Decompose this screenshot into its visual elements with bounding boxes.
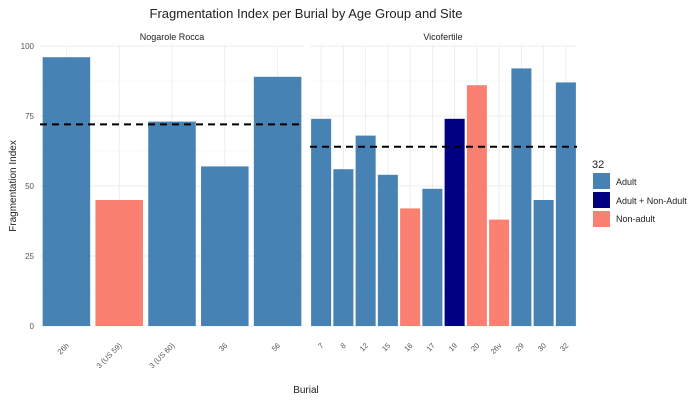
y-tick-label: 75 xyxy=(25,112,34,121)
x-tick-label: 16 xyxy=(402,341,414,353)
x-tick-label: 3 (US 59) xyxy=(95,341,124,370)
bar-group xyxy=(42,57,302,326)
x-tick-label: 20 xyxy=(469,341,481,353)
x-tick-label: 17 xyxy=(425,341,437,353)
x-tick-label: 15 xyxy=(380,341,392,353)
bar-16 xyxy=(400,208,421,326)
panel-label-nogarole-rocca: Nogarole Rocca xyxy=(140,32,205,42)
x-tick-label: 32 xyxy=(558,341,570,353)
x-tick-label: 26h xyxy=(56,341,71,356)
bar-group xyxy=(311,68,576,327)
x-tick-label: 19 xyxy=(447,341,459,353)
legend-label-adult: Adult xyxy=(616,177,637,187)
bar-20 xyxy=(466,85,487,326)
panel-label-vicofertile: Vicofertile xyxy=(423,32,462,42)
bar-30 xyxy=(533,200,554,326)
panel-grid xyxy=(310,45,577,327)
x-tick-label: 8 xyxy=(338,341,347,350)
legend-swatch-adult-non-adult xyxy=(593,192,610,208)
legend-label-non-adult: Non-adult xyxy=(616,214,656,224)
legend: 32 Adult Adult + Non-Adult Non-adult xyxy=(592,159,687,227)
bar-3-us-59 xyxy=(95,200,143,326)
x-tick-label: 30 xyxy=(536,341,548,353)
y-tick-label: 50 xyxy=(25,182,34,191)
x-tick-label: 36 xyxy=(217,341,229,353)
x-axis-label: Burial xyxy=(293,385,319,396)
bar-8 xyxy=(333,169,354,326)
legend-swatch-non-adult xyxy=(593,211,610,227)
bar-56 xyxy=(253,76,302,326)
y-axis-label: Fragmentation Index xyxy=(8,140,19,232)
x-tick-labels: 26h 3 (US 59) 3 (US 60) 36 56 xyxy=(56,341,282,370)
bar-3-us-60 xyxy=(148,121,196,326)
legend-label-adult-non-adult: Adult + Non-Adult xyxy=(616,196,687,206)
bar-19 xyxy=(444,118,465,326)
bar-29 xyxy=(511,68,532,327)
bar-7 xyxy=(311,118,332,326)
x-tick-label: 7 xyxy=(316,341,325,350)
bar-32 xyxy=(555,82,576,327)
chart-title: Fragmentation Index per Burial by Age Gr… xyxy=(150,6,463,21)
x-tick-label: 12 xyxy=(358,341,370,353)
bar-26v xyxy=(489,219,510,326)
bar-12 xyxy=(355,135,376,326)
x-tick-label: 3 (US 60) xyxy=(147,341,176,370)
y-tick-labels: 0 25 50 75 100 xyxy=(21,42,35,331)
bar-15 xyxy=(377,174,398,326)
y-tick-label: 0 xyxy=(30,322,35,331)
legend-title: 32 xyxy=(592,159,604,171)
bar-17 xyxy=(422,188,443,326)
panel-vicofertile: Vicofertile 7 8 12 15 16 17 19 20 26v 29 30 32 xyxy=(310,32,577,356)
x-tick-label: 26v xyxy=(489,341,504,356)
x-tick-labels: 7 8 12 15 16 17 19 20 26v 29 30 32 xyxy=(316,341,570,356)
legend-swatch-adult xyxy=(593,173,610,189)
panel-nogarole-rocca: Nogarole Rocca 26h 3 (US 59) 3 (US 60) 36 56 xyxy=(40,32,304,370)
y-tick-label: 100 xyxy=(21,42,35,51)
x-tick-label: 56 xyxy=(270,341,282,353)
x-tick-label: 29 xyxy=(514,341,526,353)
y-tick-label: 25 xyxy=(25,252,34,261)
bar-36 xyxy=(201,166,249,326)
bar-26h xyxy=(42,57,91,326)
